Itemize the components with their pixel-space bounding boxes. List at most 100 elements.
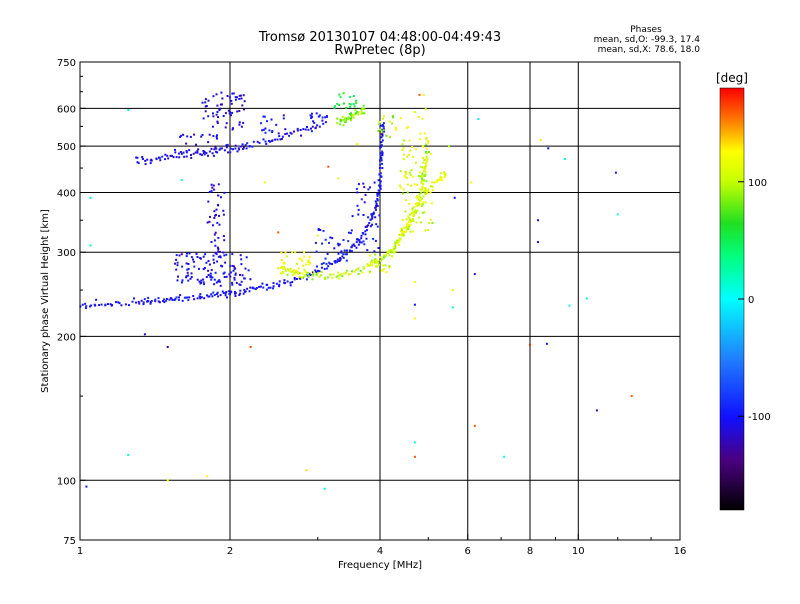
cluster-point xyxy=(223,271,226,274)
cluster-point xyxy=(207,274,210,276)
cluster-point xyxy=(343,249,346,252)
scatter-point xyxy=(451,306,454,309)
cluster-point xyxy=(208,263,211,266)
trace-point xyxy=(211,295,214,298)
trace-point xyxy=(369,263,372,266)
cluster-point xyxy=(239,283,242,286)
trace-point xyxy=(364,230,367,233)
trace-point xyxy=(360,234,363,237)
trace-point xyxy=(219,147,222,150)
cluster-point xyxy=(216,111,219,113)
trace-point xyxy=(212,291,215,294)
cluster-point xyxy=(351,244,354,247)
cluster-point xyxy=(366,229,368,232)
cluster-point xyxy=(345,259,348,262)
trace-point xyxy=(170,297,173,300)
trace-point xyxy=(149,162,152,165)
trace-point xyxy=(362,104,365,107)
cluster-point xyxy=(422,145,425,148)
trace-point xyxy=(286,268,289,271)
cluster-point xyxy=(431,222,434,224)
cluster-point xyxy=(192,260,195,263)
trace-point xyxy=(200,153,203,156)
trace-point xyxy=(336,258,339,261)
scatter-point xyxy=(166,346,169,348)
trace-point xyxy=(296,129,299,132)
cluster-point xyxy=(404,173,407,176)
trace-point xyxy=(149,302,152,305)
trace-point xyxy=(244,144,247,147)
cluster-point xyxy=(234,96,237,99)
cluster-point xyxy=(284,128,287,131)
scatter-point xyxy=(537,241,539,244)
cluster-point xyxy=(338,93,341,96)
trace-point xyxy=(171,154,174,157)
cluster-point xyxy=(294,251,297,254)
cluster-point xyxy=(350,229,353,232)
trace-point xyxy=(226,296,228,299)
trace-point xyxy=(350,115,353,118)
trace-point xyxy=(208,150,211,153)
x-tick-label: 8 xyxy=(527,546,533,557)
trace-point xyxy=(425,150,427,153)
cluster-point xyxy=(263,115,266,118)
trace-point xyxy=(249,286,252,289)
trace-point xyxy=(150,158,153,161)
trace-point xyxy=(365,225,368,228)
cluster-point xyxy=(424,108,427,111)
trace-point xyxy=(328,261,331,264)
trace-point xyxy=(329,273,331,276)
trace-point xyxy=(120,304,123,307)
cluster-point xyxy=(185,151,188,154)
cluster-point xyxy=(369,270,371,273)
cluster-point xyxy=(415,161,417,164)
cluster-point xyxy=(293,272,296,275)
trace-point xyxy=(311,125,314,128)
trace-point xyxy=(275,282,278,285)
trace-point xyxy=(336,117,339,120)
trace-point xyxy=(272,285,275,288)
trace-point xyxy=(186,296,189,299)
grid-lines xyxy=(80,62,680,540)
cluster-point xyxy=(300,259,303,262)
cluster-point xyxy=(228,273,231,276)
cluster-point xyxy=(382,117,385,120)
cluster-point xyxy=(403,175,406,178)
cluster-point xyxy=(216,260,219,263)
cluster-point xyxy=(200,281,202,284)
scatter-point xyxy=(413,280,416,283)
trace-point xyxy=(361,112,364,115)
cluster-point xyxy=(211,125,214,128)
cluster-point xyxy=(420,188,423,191)
cluster-point xyxy=(217,236,220,239)
cluster-point xyxy=(307,261,310,263)
cluster-point xyxy=(317,228,320,231)
trace-point xyxy=(174,151,177,154)
trace-point xyxy=(321,119,324,122)
cluster-point xyxy=(298,257,301,260)
trace-point xyxy=(379,185,382,188)
colorbar-ticks: 100 0 -100 xyxy=(738,178,771,423)
cluster-point xyxy=(230,114,232,117)
trace-point xyxy=(363,112,366,115)
cluster-point xyxy=(347,240,350,243)
cluster-point xyxy=(220,91,223,94)
cluster-point xyxy=(409,174,412,176)
cluster-point xyxy=(408,202,411,205)
trace-point xyxy=(165,298,168,300)
trace-point xyxy=(265,288,268,291)
cluster-point xyxy=(240,258,243,261)
trace-point xyxy=(415,202,418,205)
trace-point xyxy=(313,270,315,273)
cluster-point xyxy=(308,255,311,258)
scatter-point xyxy=(473,424,476,427)
cluster-point xyxy=(424,166,427,169)
trace-point xyxy=(172,156,175,159)
cluster-point xyxy=(224,126,227,129)
trace-point xyxy=(338,274,341,277)
trace-point xyxy=(373,259,376,261)
cluster-point xyxy=(374,239,377,242)
trace-point xyxy=(164,153,167,156)
trace-point xyxy=(135,156,138,159)
cluster-point xyxy=(215,93,218,96)
